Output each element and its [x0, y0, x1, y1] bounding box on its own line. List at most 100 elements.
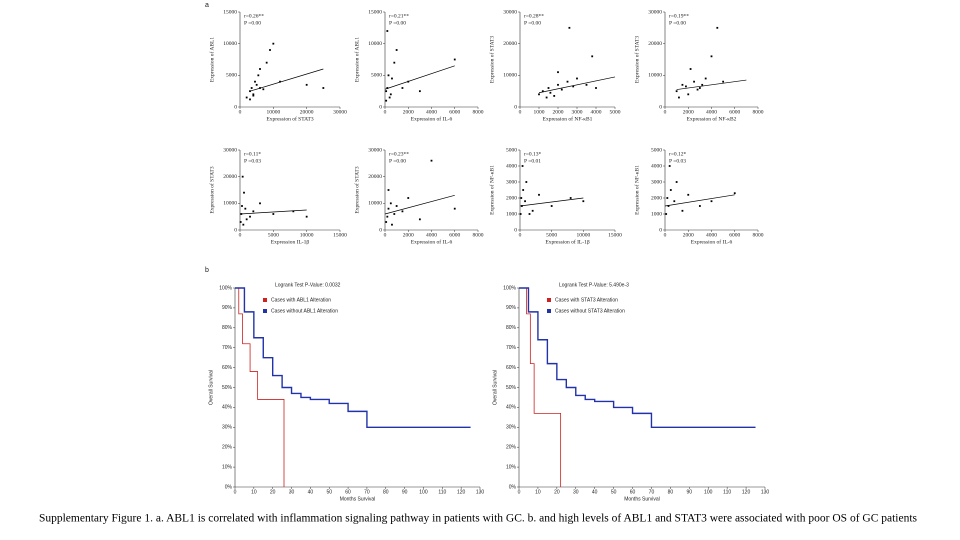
legend-marker [547, 309, 551, 313]
y-tick-label: 10000 [368, 41, 382, 47]
x-tick-label: 0 [384, 232, 387, 238]
x-tick-label: 60 [630, 489, 636, 495]
y-tick-label: 50% [222, 385, 233, 391]
x-tick-label: 90 [687, 489, 693, 495]
point [665, 213, 668, 215]
x-tick-label: 40 [308, 489, 314, 495]
y-tick-label: 4000 [506, 163, 517, 169]
point [733, 192, 736, 195]
trend-line [676, 79, 747, 90]
y-tick-label: 30000 [223, 147, 237, 153]
x-tick-label: 110 [723, 489, 731, 495]
x-axis-title: Expression IL-1β [271, 239, 310, 245]
x-tick-label: 70 [649, 489, 655, 495]
annotation: P =0.00 [389, 158, 406, 164]
point [547, 87, 550, 89]
point [716, 26, 719, 29]
y-tick-label: 5000 [651, 147, 662, 153]
x-tick-label: 5000 [546, 232, 557, 238]
point [279, 80, 281, 83]
point [576, 77, 578, 80]
survival-curve [235, 287, 285, 487]
y-tick-label: 40% [222, 405, 233, 411]
y-tick-label: 100% [503, 285, 516, 291]
y-tick-label: 40% [506, 405, 517, 411]
survival-chart: 0 10 20 30 40 50 60 70 80 90 100 110 120 130 0% 10% 20% 3… [492, 282, 769, 502]
y-tick-label: 0 [234, 227, 237, 233]
point [245, 218, 248, 221]
x-tick-label: 20000 [300, 109, 314, 115]
x-tick-label: 6000 [449, 109, 460, 115]
point [557, 83, 559, 86]
y-tick-label: 20000 [223, 174, 237, 180]
point [585, 83, 588, 86]
annotation: r=0.26** [244, 13, 264, 19]
x-tick-label: 4000 [591, 109, 602, 115]
y-tick-label: 5000 [371, 73, 382, 79]
y-tick-label: 5000 [226, 73, 237, 79]
y-tick-label: 90% [222, 305, 233, 311]
annotation: r=0.28** [524, 13, 544, 19]
y-tick-label: 3000 [506, 179, 517, 185]
x-tick-label: 10000 [300, 232, 314, 238]
point [525, 181, 528, 183]
y-tick-label: 30% [222, 425, 233, 431]
y-tick-label: 30000 [503, 9, 517, 15]
point [418, 90, 421, 93]
point [582, 200, 585, 203]
panel-label: a [205, 2, 209, 9]
point [545, 96, 548, 99]
point [239, 221, 242, 223]
point [701, 83, 704, 86]
point [681, 83, 684, 86]
point [272, 213, 275, 215]
point [249, 215, 251, 218]
point [595, 87, 597, 89]
y-tick-label: 10% [506, 464, 517, 470]
point [710, 55, 713, 58]
point [524, 200, 526, 203]
x-tick-label: 15000 [333, 232, 347, 238]
y-tick-label: 80% [222, 325, 233, 331]
point [698, 205, 701, 207]
y-tick-label: 0 [379, 104, 382, 110]
legend-label: Cases with ABL1 Alteration [271, 297, 331, 303]
point [249, 98, 251, 101]
point [704, 77, 707, 80]
x-tick-label: 10000 [576, 232, 590, 238]
x-tick-label: 120 [742, 489, 751, 495]
y-tick-label: 4000 [651, 163, 662, 169]
point [387, 207, 390, 210]
panel-label: b [205, 267, 209, 274]
survival-curve [519, 287, 756, 428]
point [386, 87, 389, 89]
trend-line [239, 209, 307, 215]
trend-line [384, 194, 455, 215]
x-tick-label: 8000 [473, 232, 484, 238]
x-tick-label: 70 [364, 489, 370, 495]
x-axis-title: Expression of STAT3 [266, 115, 313, 122]
survival-chart: 0 10 20 30 40 50 60 70 80 90 100 110 120 130 0% 10% 20% 3… [208, 282, 484, 502]
y-tick-label: 10000 [223, 201, 237, 207]
y-tick-label: 0 [659, 227, 662, 233]
point [675, 90, 678, 93]
x-tick-label: 6000 [729, 232, 740, 238]
x-tick-label: 20 [554, 489, 560, 495]
point [393, 213, 396, 215]
x-tick-label: 4000 [706, 109, 717, 115]
scatter-chart: 0 2000 4000 6000 8000 0 10000 20000 30000 Express… [353, 147, 483, 245]
x-tick-label: 30000 [333, 109, 347, 115]
annotation: P =0.01 [524, 158, 541, 164]
point [395, 49, 398, 51]
point [681, 209, 684, 212]
y-tick-label: 15000 [368, 9, 382, 15]
point [521, 165, 524, 167]
point [685, 85, 687, 88]
x-tick-label: 5000 [610, 109, 621, 115]
annotation: P =0.00 [669, 20, 686, 26]
x-tick-label: 2000 [403, 109, 414, 115]
point [322, 87, 325, 89]
x-tick-label: 110 [438, 489, 446, 495]
x-tick-label: 30 [573, 489, 579, 495]
